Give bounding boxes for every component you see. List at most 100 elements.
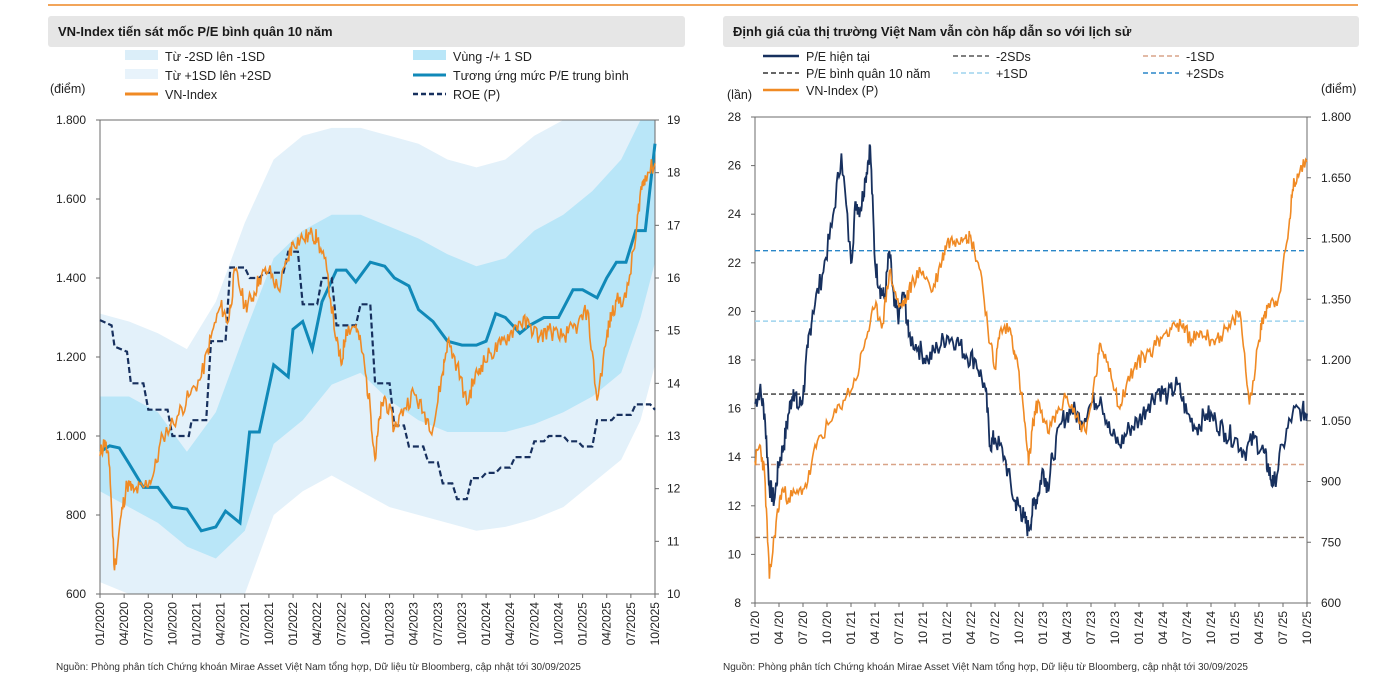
left-axis-tick-label: 16	[728, 402, 742, 416]
x-axis-tick-label: 01 /20	[748, 611, 762, 645]
left-axis-tick-label: 8	[734, 596, 741, 610]
right-axis-tick-label: 1.350	[1321, 292, 1351, 306]
left-axis-tick-label: 14	[728, 450, 742, 464]
legend-label-left: VN-Index	[165, 88, 218, 102]
x-axis-tick-label: 04 /20	[772, 611, 786, 645]
x-axis-tick-label: 10 /20	[820, 611, 834, 645]
left-axis-tick-label: 12	[728, 499, 742, 513]
x-axis-tick-label: 04/2023	[407, 602, 421, 646]
x-axis-tick-label: 04/2022	[310, 602, 324, 646]
x-axis-tick-label: 07 /25	[1276, 611, 1290, 645]
right-chart-left-unit: (lần)	[727, 88, 752, 102]
left-axis-tick-label: 22	[728, 256, 742, 270]
x-axis-tick-label: 07 /20	[796, 611, 810, 645]
x-axis-tick-label: 04/2020	[117, 602, 131, 646]
x-axis-tick-label: 10 /23	[1108, 611, 1122, 645]
legend-swatch-left	[125, 50, 158, 60]
plot-frame-1	[754, 116, 1308, 604]
left-axis-tick-label: 24	[728, 207, 742, 221]
left-source-note: Nguồn: Phòng phân tích Chứng khoán Mirae…	[56, 662, 581, 673]
left-axis-tick-label: 1.600	[56, 192, 86, 206]
x-axis-tick-label: 04/2025	[600, 602, 614, 646]
legend-label-right: -1SD	[1186, 50, 1214, 64]
x-axis-tick-label: 07/2022	[334, 602, 348, 646]
x-axis-tick-label: 07/2020	[141, 602, 155, 646]
right-axis-tick-label: 15	[667, 324, 681, 338]
x-axis-tick-label: 10/2020	[165, 602, 179, 646]
x-axis-tick-label: 07 /22	[988, 611, 1002, 645]
left-axis-tick-label: 18	[728, 353, 742, 367]
left-axis-tick-label: 26	[728, 159, 742, 173]
x-axis-tick-label: 10/2023	[455, 602, 469, 646]
right-source-note: Nguồn: Phòng phân tích Chứng khoán Mirae…	[723, 662, 1248, 673]
right-axis-tick-label: 900	[1321, 475, 1341, 489]
left-axis-tick-label: 1.000	[56, 429, 86, 443]
legend-label-right: P/E bình quân 10 năm	[806, 67, 930, 81]
left-axis-tick-label: 10	[728, 547, 742, 561]
legend-label-left: Tương ứng mức P/E trung bình	[453, 69, 629, 83]
right-chart-right-unit: (điểm)	[1321, 82, 1356, 96]
legend-label-right: P/E hiện tại	[806, 50, 870, 64]
right-axis-tick-label: 13	[667, 429, 681, 443]
right-axis-tick-label: 11	[667, 534, 680, 548]
x-axis-tick-label: 01/2022	[286, 602, 300, 646]
x-axis-tick-label: 07/2023	[431, 602, 445, 646]
x-axis-tick-label: 01 /25	[1228, 611, 1242, 645]
current-pe-line	[754, 144, 1308, 537]
legend-label-right: VN-Index (P)	[806, 84, 878, 98]
left-axis-tick-label: 1.800	[56, 113, 86, 127]
x-axis-tick-label: 01/2025	[576, 602, 590, 646]
x-axis-tick-label: 01 /23	[1036, 611, 1050, 645]
legend-label-left: Từ +1SD lên +2SD	[165, 69, 271, 83]
left-chart-title: VN-Index tiến sát mốc P/E bình quân 10 n…	[48, 16, 685, 47]
right-axis-tick-label: 1.500	[1321, 232, 1351, 246]
x-axis-tick-label: 07/2021	[238, 602, 252, 646]
x-axis-tick-label: 04/2021	[214, 602, 228, 646]
vnindex-line-left	[99, 159, 656, 571]
right-axis-tick-label: 12	[667, 482, 681, 496]
x-axis-tick-label: 01/2021	[190, 602, 204, 646]
right-axis-tick-label: 600	[1321, 596, 1341, 610]
right-axis-tick-label: 17	[667, 218, 681, 232]
right-axis-tick-label: 19	[667, 113, 681, 127]
legend-label-right: -2SDs	[996, 50, 1031, 64]
x-axis-tick-label: 04 /25	[1252, 611, 1266, 645]
right-axis-tick-label: 16	[667, 271, 681, 285]
legend-label-left: Vùng -/+ 1 SD	[453, 50, 532, 64]
legend-label-right: +2SDs	[1186, 67, 1224, 81]
legend-label-left: Từ -2SD lên -1SD	[165, 50, 265, 64]
x-axis-tick-label: 07/2024	[527, 602, 541, 646]
right-axis-tick-label: 14	[667, 376, 681, 390]
left-axis-tick-label: 600	[66, 587, 86, 601]
right-axis-tick-label: 1.650	[1321, 171, 1351, 185]
x-axis-tick-label: 04 /21	[868, 611, 882, 645]
x-axis-tick-label: 10 /22	[1012, 611, 1026, 645]
legend-label-left: ROE (P)	[453, 88, 500, 102]
x-axis-tick-label: 04/2024	[503, 602, 517, 646]
left-axis-unit: (điểm)	[50, 82, 85, 96]
x-axis-tick-label: 01 /24	[1132, 611, 1146, 645]
x-axis-tick-label: 04 /24	[1156, 611, 1170, 645]
x-axis-tick-label: 10 /25	[1300, 611, 1314, 645]
x-axis-tick-label: 01/2023	[383, 602, 397, 646]
x-axis-tick-label: 07/2025	[624, 602, 638, 646]
legend-swatch-left	[413, 50, 446, 60]
x-axis-tick-label: 01/2024	[479, 602, 493, 646]
legend-label-right: +1SD	[996, 67, 1028, 81]
mean-pe-line	[99, 143, 657, 533]
x-axis-tick-label: 10/2024	[551, 602, 565, 646]
x-axis-tick-label: 01 /21	[844, 611, 858, 645]
right-axis-tick-label: 1.050	[1321, 414, 1351, 428]
right-axis-tick-label: 750	[1321, 535, 1341, 549]
x-axis-tick-label: 10/2025	[648, 602, 662, 646]
vnindex-line-right	[754, 157, 1308, 579]
x-axis-tick-label: 01 /22	[940, 611, 954, 645]
right-axis-tick-label: 18	[667, 166, 681, 180]
x-axis-tick-label: 04 /22	[964, 611, 978, 645]
right-axis-tick-label: 10	[667, 587, 681, 601]
x-axis-tick-label: 10/2021	[262, 602, 276, 646]
x-axis-tick-label: 10/2022	[358, 602, 372, 646]
legend-swatch-left	[125, 69, 158, 79]
x-axis-tick-label: 07 /21	[892, 611, 906, 645]
